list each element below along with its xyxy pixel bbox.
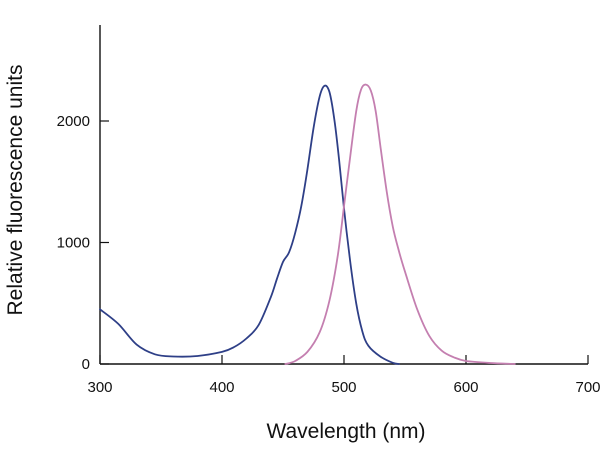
tick-marks (99, 120, 589, 365)
x-tick-label: 500 (331, 379, 356, 396)
emission-curve (284, 83, 516, 365)
y-tick-label: 1000 (57, 235, 90, 252)
y-tick-label: 0 (82, 356, 90, 373)
x-axis-title: Wavelength (nm) (266, 420, 425, 443)
x-tick-label: 400 (209, 379, 234, 396)
axes (99, 25, 588, 365)
y-axis-title: Relative fluorescence units (4, 65, 27, 316)
tick-labels: 300 400 500 600 700 0 1000 2000 (57, 113, 601, 396)
excitation-curve (99, 84, 400, 365)
x-tick-label: 300 (87, 379, 112, 396)
x-tick-label: 700 (575, 379, 600, 396)
y-tick-label: 2000 (57, 113, 90, 130)
series-group (99, 83, 516, 365)
x-tick-label: 600 (453, 379, 478, 396)
